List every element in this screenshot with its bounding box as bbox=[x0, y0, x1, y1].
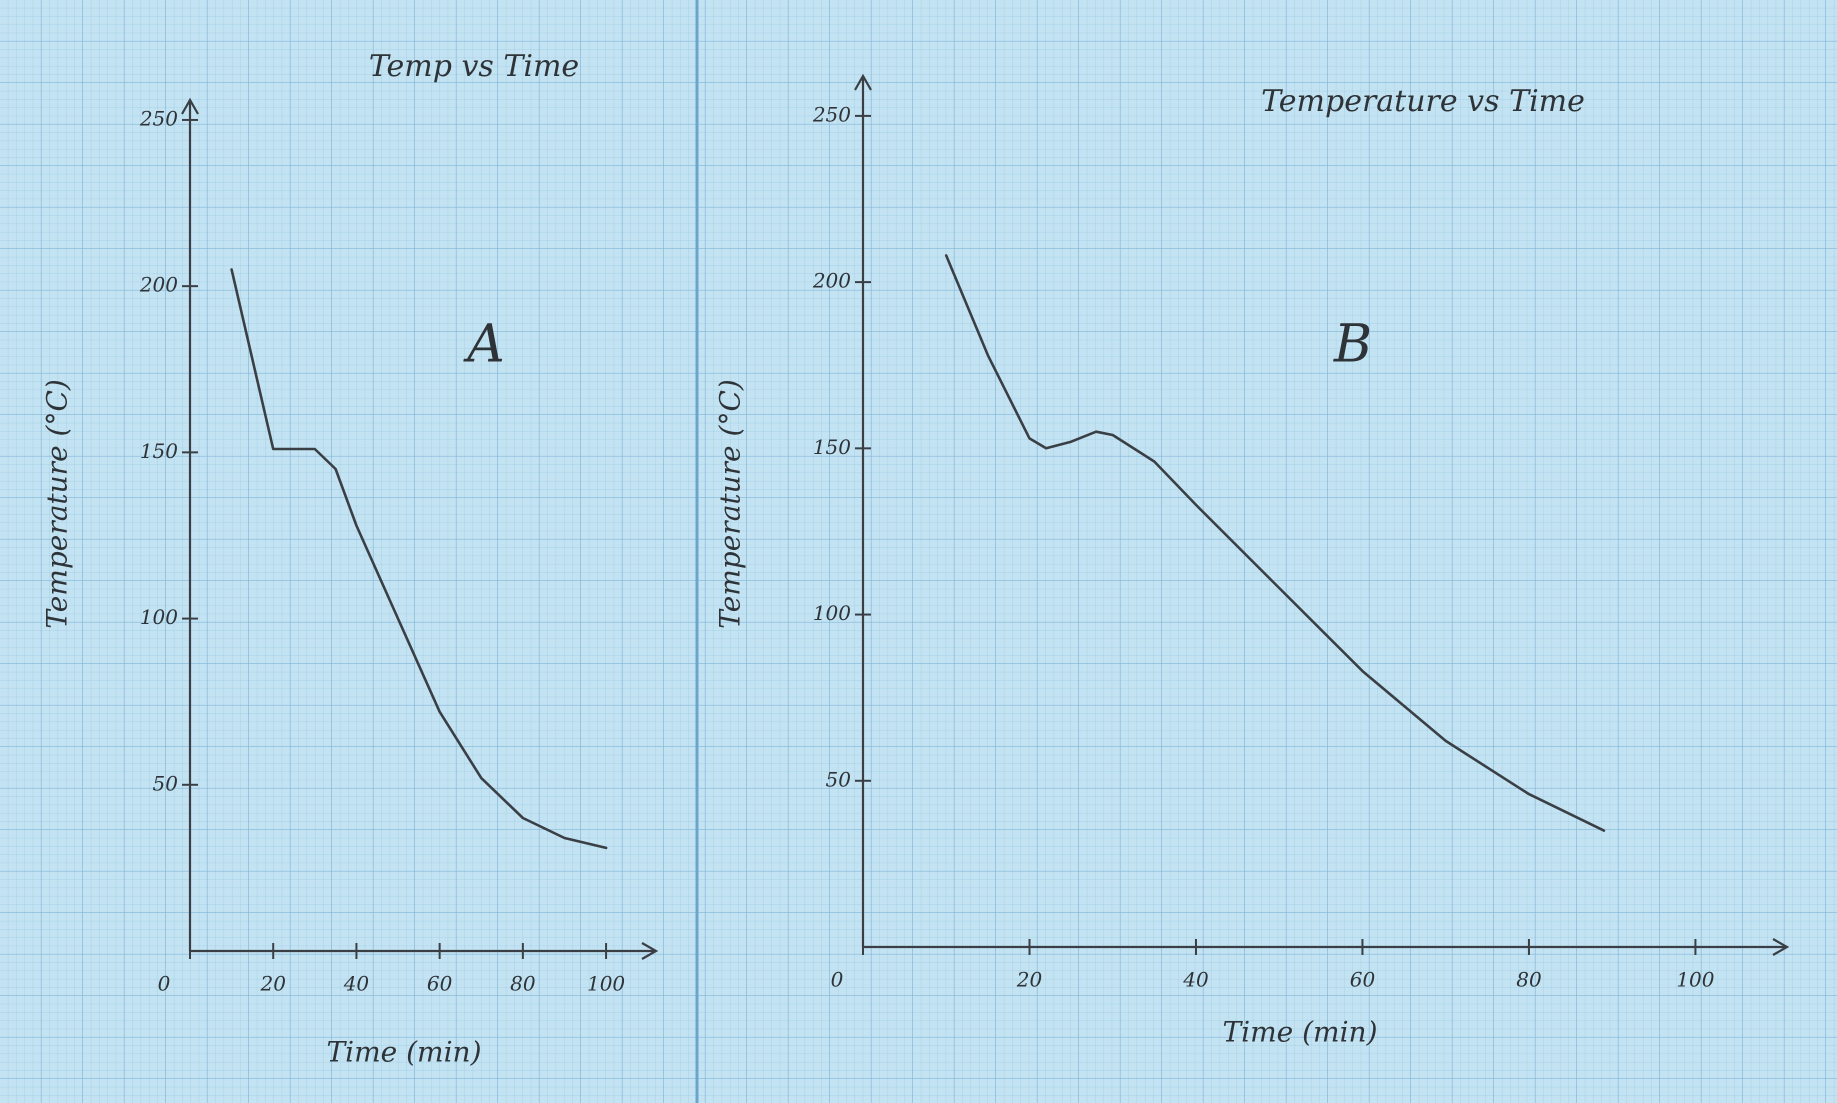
y-axis bbox=[854, 73, 872, 947]
y-tick-label: 150 bbox=[140, 439, 178, 463]
y-tick-label: 50 bbox=[826, 767, 852, 791]
annotation: A bbox=[463, 315, 505, 375]
x-tick-label: 80 bbox=[510, 972, 536, 996]
y-tick-label: 100 bbox=[813, 601, 851, 625]
y-tick-label: 50 bbox=[153, 771, 179, 795]
x-tick-label: 80 bbox=[1516, 968, 1542, 992]
x-tick-label: 40 bbox=[1182, 968, 1209, 992]
y-tick-label: 200 bbox=[812, 269, 851, 293]
chart-title: Temperature vs Time bbox=[1261, 84, 1585, 119]
y-axis bbox=[181, 97, 199, 951]
y-tick-label: 200 bbox=[139, 273, 178, 297]
y-axis-label: Temperature (°C) bbox=[41, 379, 74, 629]
x-tick-label: 20 bbox=[1016, 968, 1043, 992]
x-tick-label: 20 bbox=[259, 972, 286, 996]
chart-title: Temp vs Time bbox=[369, 49, 579, 84]
x-tick-label: 60 bbox=[427, 972, 453, 996]
x-axis bbox=[863, 938, 1790, 956]
data-line bbox=[944, 254, 1606, 832]
x-tick-label: 60 bbox=[1350, 968, 1376, 992]
x-tick-label: 100 bbox=[1676, 968, 1714, 992]
x-axis-label: Time (min) bbox=[1222, 1016, 1377, 1049]
y-axis-label: Temperature (°C) bbox=[714, 379, 747, 629]
y-tick-label: 250 bbox=[812, 102, 851, 126]
annotation: B bbox=[1333, 315, 1372, 375]
x-tick-label: 100 bbox=[587, 972, 625, 996]
x-tick-label: 0 bbox=[831, 968, 844, 992]
x-tick-label: 0 bbox=[158, 972, 171, 996]
y-tick-label: 250 bbox=[139, 106, 178, 130]
x-axis-label: Time (min) bbox=[326, 1036, 481, 1069]
data-line bbox=[230, 268, 608, 850]
y-tick-label: 150 bbox=[813, 435, 851, 459]
x-tick-label: 40 bbox=[343, 972, 370, 996]
y-tick-label: 100 bbox=[140, 605, 178, 629]
x-axis bbox=[190, 942, 659, 960]
